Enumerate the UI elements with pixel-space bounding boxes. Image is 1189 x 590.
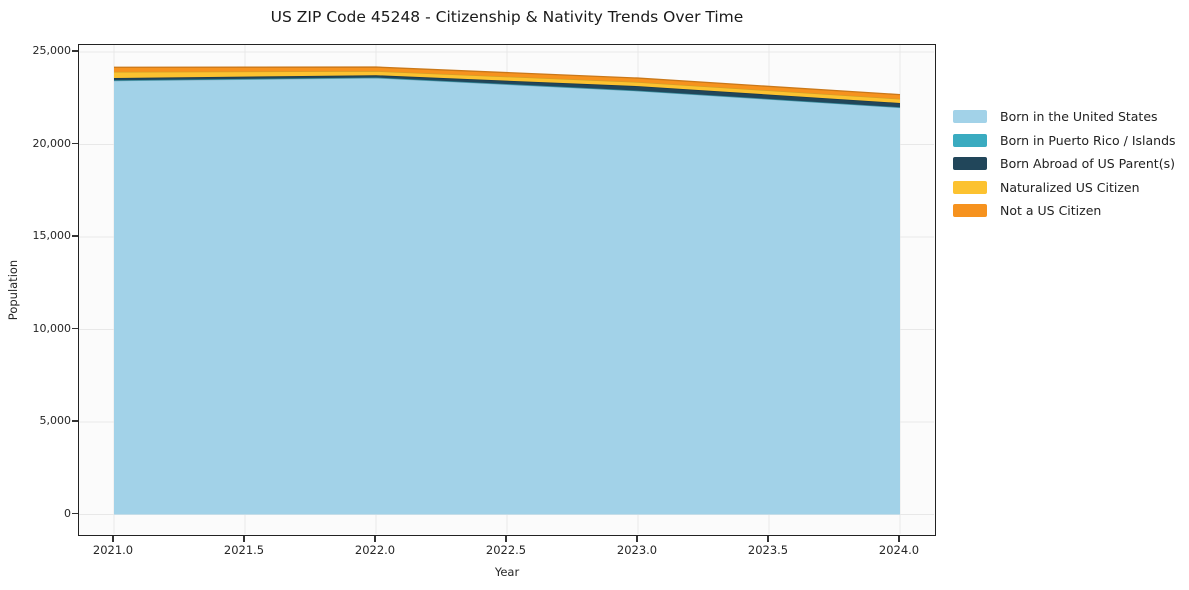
y-tick-mark	[72, 327, 78, 330]
y-tick-label: 25,000	[32, 44, 72, 57]
edge-not-a-us-citizen	[113, 66, 901, 96]
legend-swatch-icon	[953, 110, 987, 124]
legend-label: Naturalized US Citizen	[1000, 179, 1140, 195]
x-tick-label: 2022.0	[354, 543, 396, 557]
legend-item: Born Abroad of US Parent(s)	[953, 152, 1176, 176]
y-tick-label: 5,000	[39, 414, 72, 427]
legend-swatch-icon	[953, 133, 987, 147]
x-tick-mark	[505, 536, 507, 542]
legend-item: Born in the United States	[953, 105, 1176, 129]
edge-born-abroad-of-us-parent-s-	[113, 74, 901, 104]
legend-item: Naturalized US Citizen	[953, 176, 1176, 200]
y-tick-label: 15,000	[32, 229, 72, 242]
x-tick-mark	[898, 536, 900, 542]
x-tick-mark	[112, 536, 114, 542]
x-tick-label: 2023.0	[616, 543, 658, 557]
legend-item: Not a US Citizen	[953, 199, 1176, 223]
x-tick-label: 2022.5	[485, 543, 527, 557]
x-tick-mark	[243, 536, 245, 542]
x-tick-label: 2021.5	[223, 543, 265, 557]
x-tick-label: 2021.0	[92, 543, 134, 557]
x-tick-label: 2024.0	[878, 543, 920, 557]
y-tick-label: 10,000	[32, 321, 72, 335]
chart-title: US ZIP Code 45248 - Citizenship & Nativi…	[270, 8, 744, 26]
plot-area	[78, 44, 936, 536]
y-axis-label: Population	[6, 259, 20, 321]
x-tick-mark	[767, 536, 769, 542]
legend-label: Not a US Citizen	[1000, 203, 1102, 219]
area-born-in-the-united-states	[114, 77, 900, 515]
legend-swatch-icon	[953, 157, 987, 171]
legend-swatch-icon	[953, 180, 987, 194]
x-tick-label: 2023.5	[747, 543, 789, 557]
x-tick-mark	[374, 536, 376, 542]
stacked-area-plot	[79, 45, 934, 534]
area-not-a-us-citizen	[114, 67, 900, 99]
y-tick-mark	[72, 235, 78, 237]
y-tick-mark	[72, 142, 78, 145]
y-tick-mark	[72, 420, 78, 422]
legend-item: Born in Puerto Rico / Islands	[953, 129, 1176, 153]
legend-swatch-icon	[953, 204, 987, 218]
legend-label: Born Abroad of US Parent(s)	[1000, 156, 1175, 172]
y-tick-mark	[72, 50, 78, 52]
y-tick-mark	[72, 512, 78, 515]
area-naturalized-us-citizen	[114, 71, 900, 103]
y-tick-label: 20,000	[32, 136, 72, 150]
x-tick-mark	[636, 536, 638, 542]
x-axis-label: Year	[494, 565, 520, 579]
area-born-abroad-of-us-parent-s-	[114, 75, 900, 108]
legend: Born in the United States Born in Puerto …	[953, 105, 1176, 223]
legend-label: Born in the United States	[1000, 109, 1158, 125]
y-tick-label: 0	[64, 506, 71, 520]
legend-label: Born in Puerto Rico / Islands	[1000, 132, 1176, 148]
